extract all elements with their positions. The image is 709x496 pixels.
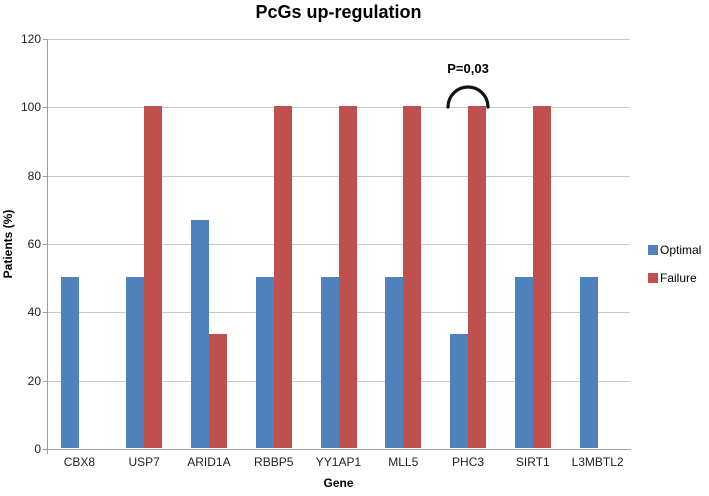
x-tick-label: YY1AP1 xyxy=(315,455,362,469)
chart-title: PcGs up-regulation xyxy=(255,2,422,22)
bar-optimal-yy1ap1 xyxy=(320,277,339,448)
y-tick-label: 80 xyxy=(27,168,41,183)
legend-swatch-optimal xyxy=(648,245,658,255)
y-tick-mark xyxy=(43,39,47,40)
legend-item-optimal: Optimal xyxy=(648,240,701,260)
x-tick-label: USP7 xyxy=(128,455,160,469)
bar-optimal-l3mbtl2 xyxy=(579,277,598,448)
x-axis-title: Gene xyxy=(323,476,354,490)
y-tick-label: 0 xyxy=(34,442,41,456)
bar-optimal-usp7 xyxy=(126,277,145,448)
x-tick-label: ARID1A xyxy=(187,455,231,469)
y-tick-label: 120 xyxy=(20,32,41,46)
legend-label: Optimal xyxy=(660,243,702,257)
bar-failure-rbbp5 xyxy=(273,106,292,448)
bar-optimal-sirt1 xyxy=(514,277,533,448)
legend-label: Failure xyxy=(660,271,697,285)
y-tick-mark xyxy=(43,312,47,314)
y-tick-label: 100 xyxy=(20,100,41,115)
bar-optimal-rbbp5 xyxy=(255,277,274,448)
legend-item-failure: Failure xyxy=(648,268,701,288)
bar-failure-mll5 xyxy=(403,106,422,448)
bar-optimal-arid1a xyxy=(190,220,209,448)
bar-failure-arid1a xyxy=(208,334,227,448)
bar-failure-usp7 xyxy=(144,106,163,448)
bar-failure-phc3 xyxy=(468,106,487,448)
p-value-label: P=0,03 xyxy=(447,61,489,76)
legend-swatch-failure xyxy=(648,273,658,283)
x-tick-label: L3MBTL2 xyxy=(571,455,624,469)
legend: Optimal Failure xyxy=(648,240,701,296)
y-axis-line xyxy=(47,39,48,454)
bar-failure-sirt1 xyxy=(532,106,551,448)
gridline xyxy=(47,39,630,40)
x-tick-label: RBBP5 xyxy=(254,455,294,469)
annotation-arc xyxy=(446,85,490,109)
bar-optimal-cbx8 xyxy=(61,277,80,448)
y-tick-mark xyxy=(43,107,47,109)
x-axis-line xyxy=(47,449,631,450)
y-tick-mark xyxy=(43,449,47,450)
y-tick-label: 40 xyxy=(27,305,41,320)
plot-area xyxy=(47,39,630,449)
bar-failure-yy1ap1 xyxy=(338,106,357,448)
x-tick-label: CBX8 xyxy=(63,455,96,469)
x-tick-label: SIRT1 xyxy=(515,455,550,469)
y-tick-mark xyxy=(43,380,47,382)
bar-optimal-mll5 xyxy=(385,277,404,448)
y-tick-label: 20 xyxy=(27,373,41,388)
x-tick-label: PHC3 xyxy=(452,455,485,469)
x-tick-label: MLL5 xyxy=(388,455,419,469)
y-tick-label: 60 xyxy=(27,237,41,251)
bar-optimal-phc3 xyxy=(450,334,469,448)
y-tick-mark xyxy=(43,175,47,177)
y-tick-mark xyxy=(43,244,47,245)
